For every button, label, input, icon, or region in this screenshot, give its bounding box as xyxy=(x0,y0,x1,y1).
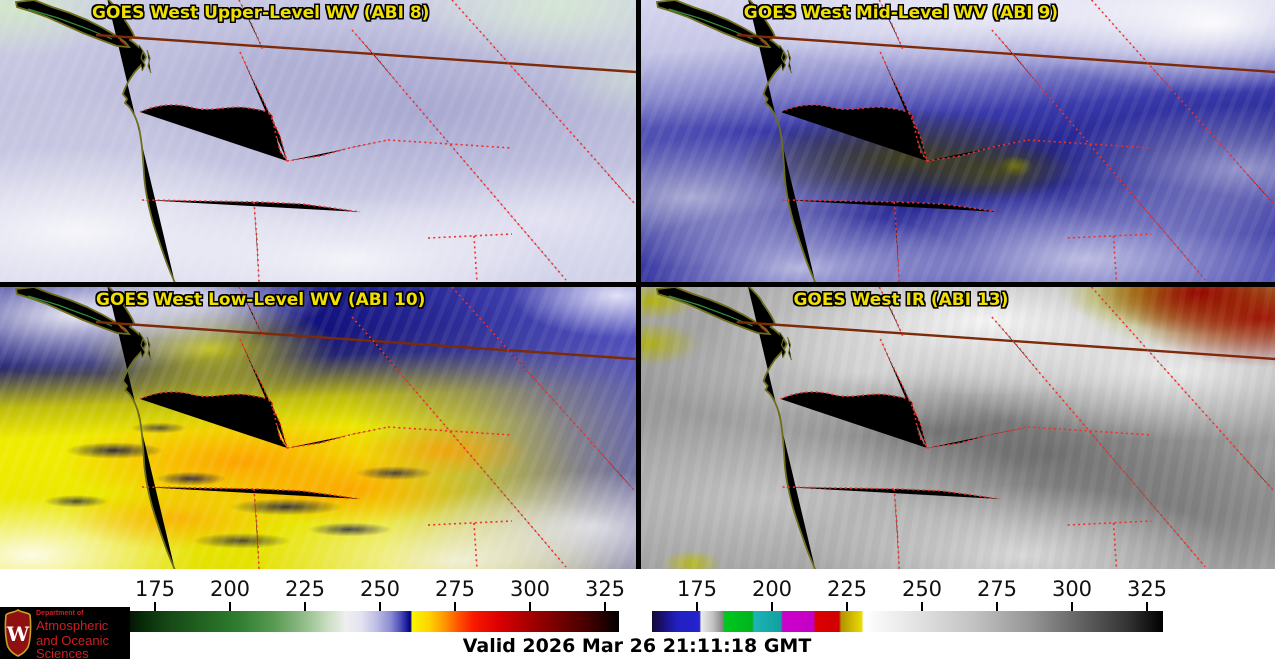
panel-title: GOES West IR (ABI 13) xyxy=(793,290,1009,310)
uw-monogram: W xyxy=(6,622,30,646)
ir-tick-mark xyxy=(771,602,773,611)
map-boundaries-overlay xyxy=(655,287,1275,569)
wv-tick-mark xyxy=(604,602,606,611)
wv-tick-label: 325 xyxy=(584,577,626,601)
upper-level-wv-image xyxy=(0,0,636,282)
panel-upper-level-wv: GOES West Upper-Level WV (ABI 8) xyxy=(0,0,636,282)
ir-tick-label: 225 xyxy=(826,577,868,601)
wv-tick-label: 175 xyxy=(134,577,176,601)
wv-tick-label: 200 xyxy=(209,577,251,601)
panel-title: GOES West Upper-Level WV (ABI 8) xyxy=(92,3,430,23)
ir-tick-label: 175 xyxy=(676,577,718,601)
ir-image xyxy=(641,287,1275,569)
panel-low-level-wv: GOES West Low-Level WV (ABI 10) xyxy=(0,287,636,569)
panel-ir: GOES West IR (ABI 13) xyxy=(641,287,1275,569)
ir-tick-label: 275 xyxy=(976,577,1018,601)
dry-air-speckles xyxy=(0,287,636,569)
map-boundaries-overlay xyxy=(14,0,636,282)
ir-tick-label: 325 xyxy=(1126,577,1168,601)
imagery-area: GOES West Upper-Level WV (ABI 8) GOES We… xyxy=(0,0,1275,569)
ir-tick-label: 200 xyxy=(751,577,793,601)
valid-time-label: Valid 2026 Mar 26 21:11:18 GMT xyxy=(462,635,812,657)
wv-tick-label: 300 xyxy=(509,577,551,601)
wv-tick-mark xyxy=(154,602,156,611)
panel-mid-level-wv: GOES West Mid-Level WV (ABI 9) xyxy=(641,0,1275,282)
mid-level-wv-image xyxy=(641,0,1275,282)
wv-tick-mark xyxy=(229,602,231,611)
ir-tick-label: 250 xyxy=(901,577,943,601)
panel-title: GOES West Low-Level WV (ABI 10) xyxy=(96,290,426,310)
wv-tick-label: 250 xyxy=(359,577,401,601)
uw-aos-logo: W Department of Atmospheric and Oceanic … xyxy=(0,607,130,659)
ir-tick-mark xyxy=(696,602,698,611)
wv-tick-label: 225 xyxy=(284,577,326,601)
wv-tick-label: 275 xyxy=(434,577,476,601)
uw-crest-icon: W xyxy=(4,609,32,657)
ir-tick-mark xyxy=(996,602,998,611)
map-boundaries-overlay xyxy=(14,287,636,569)
wv-colorbar xyxy=(118,611,619,632)
ir-tick-label: 300 xyxy=(1051,577,1093,601)
ir-tick-mark xyxy=(846,602,848,611)
map-boundaries-overlay xyxy=(655,0,1275,282)
logo-dept-label: Department of xyxy=(36,610,84,617)
wv-tick-mark xyxy=(454,602,456,611)
wv-tick-mark xyxy=(529,602,531,611)
footer: 175 200 225 250 275 300 325 175 200 225 … xyxy=(0,569,1275,659)
logo-line2: and Oceanic Sciences xyxy=(36,633,109,659)
panel-title: GOES West Mid-Level WV (ABI 9) xyxy=(743,3,1059,23)
ir-tick-mark xyxy=(921,602,923,611)
ir-tick-mark xyxy=(1071,602,1073,611)
wv-tick-mark xyxy=(379,602,381,611)
wv-tick-mark xyxy=(304,602,306,611)
ir-tick-mark xyxy=(1146,602,1148,611)
ir-colorbar xyxy=(652,611,1163,632)
logo-text: Department of Atmospheric and Oceanic Sc… xyxy=(36,610,130,659)
logo-line1: Atmospheric xyxy=(36,618,109,633)
